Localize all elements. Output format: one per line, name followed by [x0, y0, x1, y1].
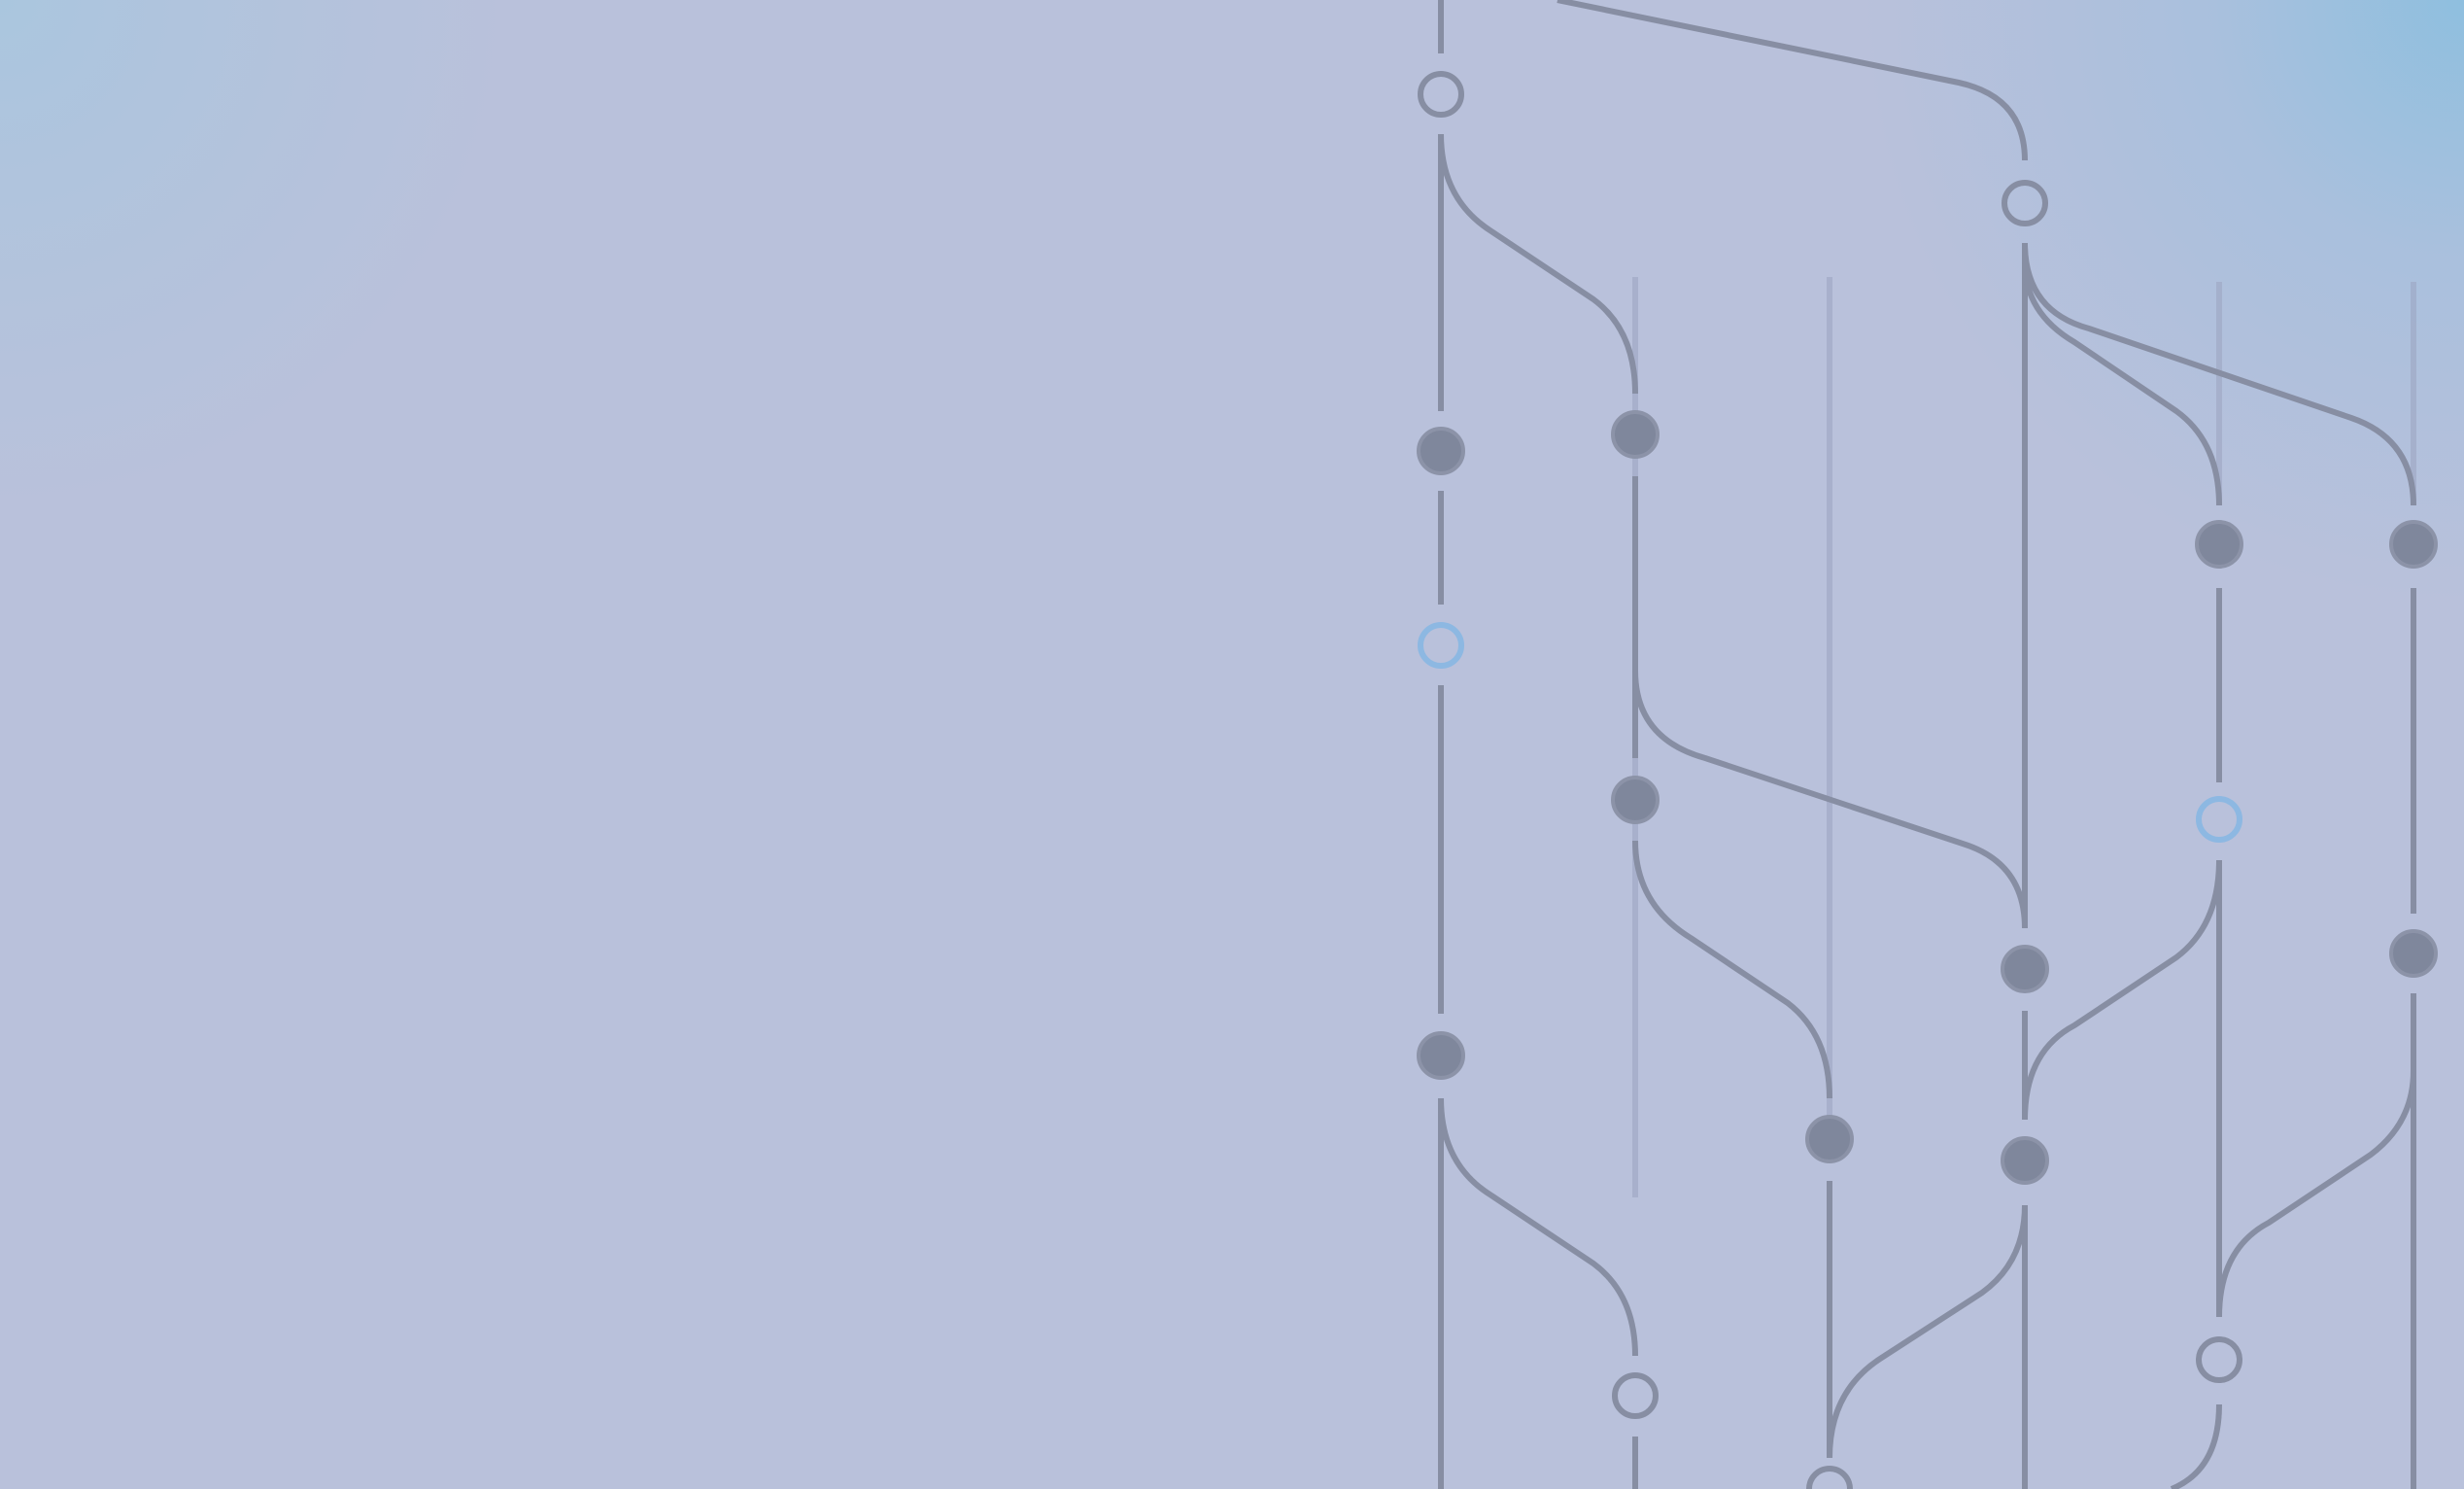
- filled-node: [2001, 1136, 2049, 1185]
- branch-line: [2022, 242, 2416, 506]
- branch-line: [1632, 840, 1832, 1099]
- branch-line: [2170, 1403, 2222, 1489]
- filled-node: [2389, 520, 2438, 569]
- branch-line: [2022, 859, 2222, 1121]
- filled-node: [1611, 410, 1660, 459]
- open-node: [2196, 1336, 2242, 1383]
- filled-node: [2001, 945, 2049, 993]
- filled-node: [2195, 520, 2243, 569]
- open-node: [1806, 1466, 1853, 1489]
- branch-line: [2022, 261, 2222, 506]
- highlight-node: [2196, 796, 2242, 843]
- open-node: [1612, 1372, 1659, 1419]
- branch-line: [1827, 1204, 2028, 1459]
- open-node: [2002, 180, 2048, 226]
- filled-node: [1417, 1031, 1465, 1080]
- filled-node: [2389, 929, 2438, 978]
- branch-line: [1632, 670, 2028, 929]
- filled-node: [1805, 1115, 1854, 1163]
- branch-line: [1438, 133, 1638, 395]
- branch-line: [1438, 1097, 1638, 1357]
- highlight-node: [1418, 622, 1464, 669]
- open-node: [1418, 71, 1464, 118]
- branch-line: [2216, 1070, 2416, 1318]
- filled-node: [1611, 776, 1660, 824]
- filled-node: [1417, 427, 1465, 475]
- branch-line: [1557, 0, 2028, 161]
